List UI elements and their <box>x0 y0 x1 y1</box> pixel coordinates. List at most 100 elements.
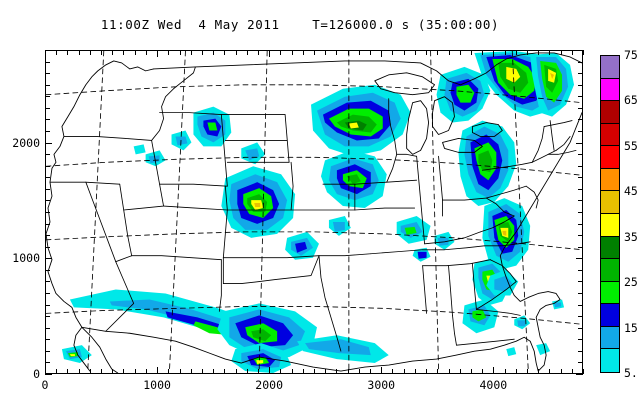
x-axis-tick <box>247 369 248 374</box>
figure-title: 11:00Z Wed 4 May 2011 T=126000.0 s (35:0… <box>100 17 500 32</box>
y-axis-tick <box>45 351 50 352</box>
colorbar-band <box>601 259 619 282</box>
y-axis-tick <box>45 247 50 248</box>
x-axis-tick <box>213 369 214 374</box>
echo-pacific-northwest <box>133 144 166 167</box>
x-axis-tick <box>460 50 461 55</box>
x-axis-tick <box>426 50 427 55</box>
x-axis-tick <box>336 50 337 55</box>
y-axis-tick <box>45 85 50 86</box>
x-axis-tick <box>370 50 371 55</box>
y-axis-tick <box>45 316 50 317</box>
x-axis-tick <box>359 369 360 374</box>
y-axis-label: 1000 <box>12 251 40 266</box>
x-axis-tick <box>202 369 203 374</box>
x-axis-tick <box>56 50 57 55</box>
x-axis-tick <box>146 50 147 55</box>
y-axis-tick <box>578 119 583 120</box>
x-axis-tick <box>157 367 158 374</box>
y-axis-label: 0 <box>33 367 40 381</box>
map-plot-area <box>45 50 583 374</box>
echo-southeast <box>462 269 519 334</box>
colorbar-band <box>601 56 619 79</box>
x-axis-tick <box>280 50 281 55</box>
x-axis-tick <box>90 50 91 55</box>
x-axis-tick <box>146 369 147 374</box>
x-axis-tick <box>415 50 416 55</box>
y-axis-tick <box>45 235 50 236</box>
colorbar-band <box>601 349 619 372</box>
y-axis-tick <box>45 270 50 271</box>
y-axis-tick <box>578 108 583 109</box>
border-mexico <box>81 326 260 364</box>
colorbar-band <box>601 326 619 350</box>
y-axis-tick <box>45 328 50 329</box>
x-axis-tick <box>168 369 169 374</box>
x-axis-tick <box>314 369 315 374</box>
y-axis-tick <box>45 212 50 213</box>
colorbar-tick-label: 25. <box>624 275 640 290</box>
great-lakes-ontario <box>471 122 503 137</box>
x-axis-tick <box>112 50 113 55</box>
y-axis-tick <box>578 328 583 329</box>
y-axis-tick <box>578 189 583 190</box>
x-axis-tick <box>157 50 158 57</box>
x-axis-label: 4000 <box>479 378 508 392</box>
y-axis-tick <box>45 281 50 282</box>
x-axis-tick <box>549 50 550 55</box>
colorbar-band <box>601 78 619 102</box>
x-axis-tick <box>303 50 304 55</box>
y-axis-tick <box>578 212 583 213</box>
y-axis-tick <box>576 258 583 259</box>
x-axis-tick <box>348 369 349 374</box>
y-axis-tick <box>578 50 583 51</box>
x-axis-tick <box>213 50 214 55</box>
x-axis-tick <box>56 369 57 374</box>
reflectivity-field <box>61 51 575 373</box>
x-axis-tick <box>482 369 483 374</box>
x-axis-tick <box>482 50 483 55</box>
x-axis-label: 2000 <box>255 378 284 392</box>
colorbar-band <box>601 191 619 214</box>
x-axis-label: 1000 <box>143 378 171 392</box>
x-axis-tick <box>426 369 427 374</box>
colorbar-tick-label: 35. <box>624 229 640 244</box>
x-axis-tick <box>460 369 461 374</box>
map-outlines <box>46 51 582 373</box>
y-axis-tick <box>45 339 50 340</box>
y-axis-tick <box>45 374 52 375</box>
graticule-dashed <box>46 51 582 370</box>
y-axis-tick <box>45 177 50 178</box>
x-axis-tick <box>404 50 405 55</box>
x-axis-tick <box>505 369 506 374</box>
y-axis-tick <box>45 154 50 155</box>
x-axis-tick <box>381 367 382 374</box>
x-axis-tick <box>236 50 237 55</box>
x-axis-tick <box>247 50 248 55</box>
x-axis-tick <box>549 369 550 374</box>
x-axis-tick <box>404 369 405 374</box>
x-axis-tick <box>123 369 124 374</box>
us-map-svg <box>46 51 582 373</box>
x-axis-tick <box>325 50 326 55</box>
x-axis-tick <box>314 50 315 55</box>
x-axis-tick <box>392 50 393 55</box>
x-axis-tick <box>90 369 91 374</box>
x-axis-tick <box>415 369 416 374</box>
x-axis-tick <box>471 369 472 374</box>
colorbar <box>600 55 620 373</box>
x-axis-tick <box>392 369 393 374</box>
x-axis-tick <box>292 50 293 55</box>
y-axis-tick <box>45 200 50 201</box>
y-axis-tick <box>578 293 583 294</box>
y-axis-tick <box>578 177 583 178</box>
echo-florida <box>506 299 565 357</box>
y-axis-tick <box>45 293 50 294</box>
y-axis-tick <box>45 50 50 51</box>
y-axis-tick <box>578 96 583 97</box>
x-axis-tick <box>79 369 80 374</box>
x-axis-tick <box>168 50 169 55</box>
x-axis-tick <box>348 50 349 55</box>
colorbar-tick-label: 15. <box>624 320 640 335</box>
